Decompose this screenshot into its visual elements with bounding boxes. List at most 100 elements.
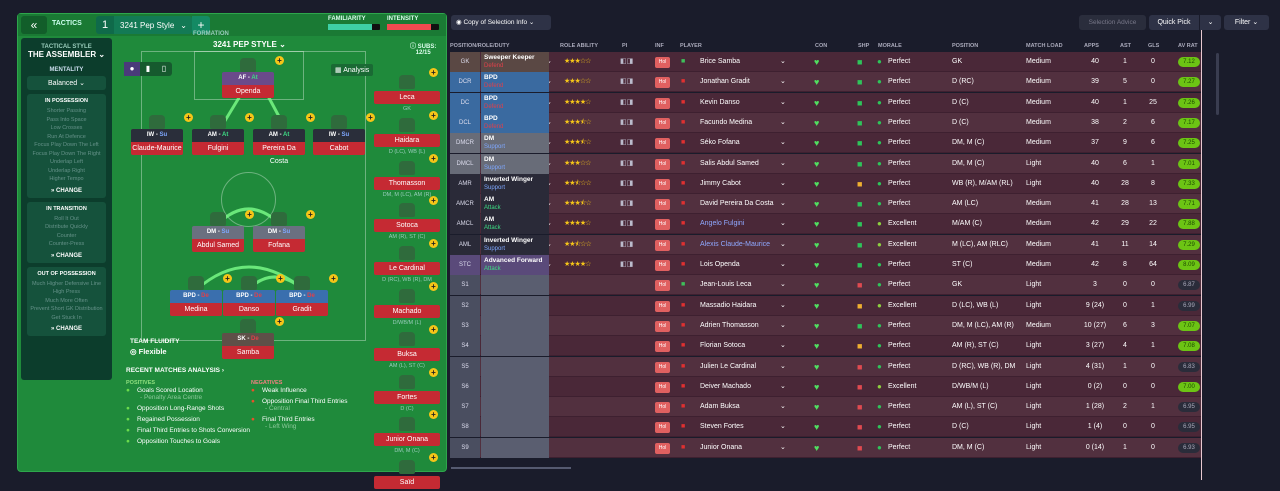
add-instruction-icon[interactable]: + [429,196,438,206]
add-instruction-icon[interactable]: + [429,453,438,463]
sub-name[interactable]: Buksa [374,347,440,361]
player-name[interactable]: Junior Onana [700,443,743,451]
table-row[interactable]: S2 Hol ■ Massadio Haidara ⌄ ♥ ■ ● Excellent D (LC… [450,295,1202,316]
add-instruction-icon[interactable]: + [429,324,438,334]
player-name[interactable]: Facundo Medina [700,118,753,126]
player-name[interactable]: Samba [222,346,274,359]
column-header-shp[interactable]: SHP [858,43,870,49]
card-view-icon[interactable]: ▯ [161,64,167,73]
chevron-down-icon[interactable]: ⌄ [780,98,786,106]
player-instructions-icon[interactable]: ◧◨ [620,200,634,208]
player-name[interactable]: Salis Abdul Samed [700,159,759,167]
column-header-inf[interactable]: INF [655,43,664,49]
sub-slot[interactable]: Thomasson DM, M (LC), AM (R) [374,160,440,198]
add-tactic-button[interactable]: + [192,16,210,34]
add-instruction-icon[interactable]: + [275,56,284,65]
sub-slot[interactable]: Buksa AM (L), ST (C) [374,331,440,369]
chevron-down-icon[interactable]: ⌄ [780,403,786,411]
column-header-gls[interactable]: GLS [1148,43,1160,49]
column-header-pi[interactable]: PI [622,43,628,49]
player-role-select[interactable]: IW - Su [131,129,183,142]
column-header-position-role-duty[interactable]: POSITION/ROLE/DUTY [450,43,510,49]
chevron-down-icon[interactable]: ⌄ [780,118,786,126]
player-name[interactable]: Lois Openda [700,261,740,268]
sub-name[interactable]: Thomasson [374,176,440,190]
player-name[interactable]: Massadio Haidara [700,301,757,309]
chevron-down-icon[interactable]: ⌄ [780,423,786,431]
player-name[interactable]: Fulgini [192,142,244,155]
chevron-down-icon[interactable]: ⌄ [780,220,786,228]
vertical-scrollbar[interactable] [1216,53,1219,115]
chevron-down-icon[interactable]: ⌄ [780,58,786,65]
add-instruction-icon[interactable]: + [245,113,254,122]
table-row[interactable]: GK ⌄ Sweeper Keeper Defend ★★★☆☆ ◧◨ Hol ■ Brice … [450,52,1202,72]
role-duty[interactable]: DM Support [481,153,549,174]
sub-slot[interactable]: Haidara D (LC), WB (L) [374,117,440,155]
player-instructions-icon[interactable]: ◧◨ [620,118,634,126]
add-instruction-icon[interactable]: + [429,282,438,291]
column-header-player[interactable]: PLAYER [680,43,702,49]
selection-advice-button[interactable]: Selection Advice [1079,15,1146,30]
column-header-av-rat[interactable]: AV RAT [1178,43,1198,49]
add-instruction-icon[interactable]: + [306,113,315,122]
sub-slot[interactable]: Sotoca AM (R), ST (C) [374,203,440,240]
chevron-down-icon[interactable]: ⌄ [780,139,786,147]
sub-name[interactable]: Fortes [374,390,440,404]
sub-name[interactable]: Machado [374,305,440,318]
add-instruction-icon[interactable]: + [429,110,438,120]
player-role-select[interactable]: AM - At [192,129,244,142]
back-button[interactable]: « [21,16,47,34]
column-header-match-load[interactable]: MATCH LOAD [1026,43,1063,49]
player-name[interactable]: Openda [222,85,274,98]
role-duty[interactable]: Advanced Forward Attack [481,255,549,275]
table-row[interactable]: S4 Hol ■ Florian Sotoca ⌄ ♥ ■ ● Perfect AM (R), S… [450,336,1202,357]
player-instructions-icon[interactable]: ◧◨ [620,58,634,65]
player-instructions-icon[interactable]: ◧◨ [620,179,634,187]
add-instruction-icon[interactable]: + [276,274,285,283]
player-instructions-icon[interactable]: ◧◨ [620,78,634,86]
role-duty[interactable]: AM Attack [481,214,549,235]
add-instruction-icon[interactable]: + [429,239,438,249]
column-header-apps[interactable]: APPS [1084,43,1099,49]
chevron-down-icon[interactable]: ⌄ [780,321,786,329]
stats-view-icon[interactable]: ▮ [145,64,151,73]
player-role-select[interactable]: AM - At [253,129,305,142]
sub-slot[interactable]: Fortes D (C) [374,374,440,412]
role-duty[interactable]: Inverted Winger Support [481,234,549,255]
table-row[interactable]: S6 Hol ■ Deiver Machado ⌄ ♥ ■ ● Excellent D/WB/M … [450,376,1202,397]
chevron-down-icon[interactable]: ⌄ [780,240,786,248]
sub-slot[interactable]: Machado D/WB/M (L) [374,289,440,326]
role-duty[interactable]: BPD Defend [481,92,549,113]
sub-slot[interactable]: Le Cardinal D (RC), WB (R), DM [374,246,440,283]
player-name[interactable]: Cabot [313,142,365,155]
chevron-down-icon[interactable]: ⌄ [780,159,786,167]
quick-pick-dropdown[interactable]: ⌄ [1200,15,1221,30]
table-row[interactable]: S1 Hol ■ Jean-Louis Leca ⌄ ♥ ■ ● Perfect GK Light 3… [450,275,1202,296]
change-button[interactable]: » CHANGE [50,326,82,332]
chevron-down-icon[interactable]: ⌄ [780,281,786,289]
add-instruction-icon[interactable]: + [429,410,438,420]
player-role-select[interactable]: DM - Su [192,226,244,239]
add-instruction-icon[interactable]: + [184,113,193,122]
player-name[interactable]: Pereira Da Costa [253,142,305,165]
add-instruction-icon[interactable]: + [306,210,315,219]
chevron-down-icon[interactable]: ⌄ [780,342,786,350]
chevron-down-icon[interactable]: ⌄ [780,301,786,309]
role-duty[interactable]: AM Attack [481,194,549,215]
player-role-select[interactable]: SK - De [222,333,274,346]
role-duty[interactable]: Sweeper Keeper Defend [481,52,549,72]
player-name[interactable]: Jimmy Cabot [700,179,741,187]
player-name[interactable]: Kevin Danso [700,98,740,106]
sub-name[interactable]: Le Cardinal [374,262,440,276]
column-divider[interactable] [1201,30,1202,480]
add-instruction-icon[interactable]: + [275,317,284,326]
role-duty[interactable]: BPD Defend [481,72,549,93]
player-name[interactable]: Jonathan Gradit [700,78,750,86]
player-instructions-icon[interactable]: ◧◨ [620,159,634,167]
player-instructions-icon[interactable]: ◧◨ [620,139,634,147]
